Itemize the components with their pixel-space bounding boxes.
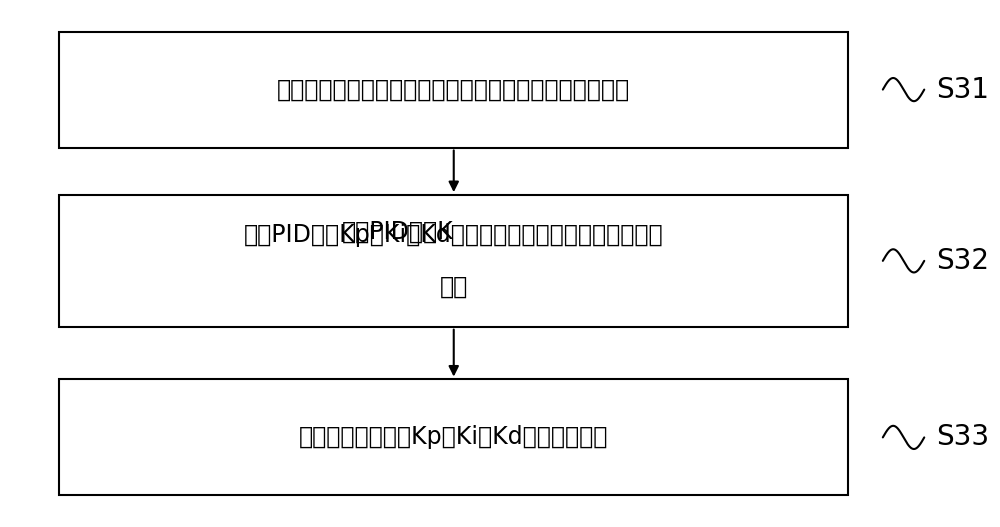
Text: S33: S33: [936, 423, 989, 452]
Text: 模糊化处理偏差值和偏差值增量，变换到各自的论域范围: 模糊化处理偏差值和偏差值增量，变换到各自的论域范围: [277, 77, 630, 102]
Text: S31: S31: [936, 75, 989, 104]
Text: S32: S32: [936, 247, 989, 275]
Bar: [59, 32, 848, 148]
Bar: [59, 195, 848, 327]
Text: 确定PID参数K: 确定PID参数K: [342, 220, 454, 244]
Text: 关系: 关系: [440, 275, 468, 299]
Text: 根据模糊关系建立Kp、Ki、Kd的模糊规则表: 根据模糊关系建立Kp、Ki、Kd的模糊规则表: [299, 425, 608, 450]
Bar: [59, 379, 848, 495]
Text: 确定PID参数Kp、Ki、Kd与偏差值和偏差值增量之间的模糊: 确定PID参数Kp、Ki、Kd与偏差值和偏差值增量之间的模糊: [244, 222, 664, 247]
